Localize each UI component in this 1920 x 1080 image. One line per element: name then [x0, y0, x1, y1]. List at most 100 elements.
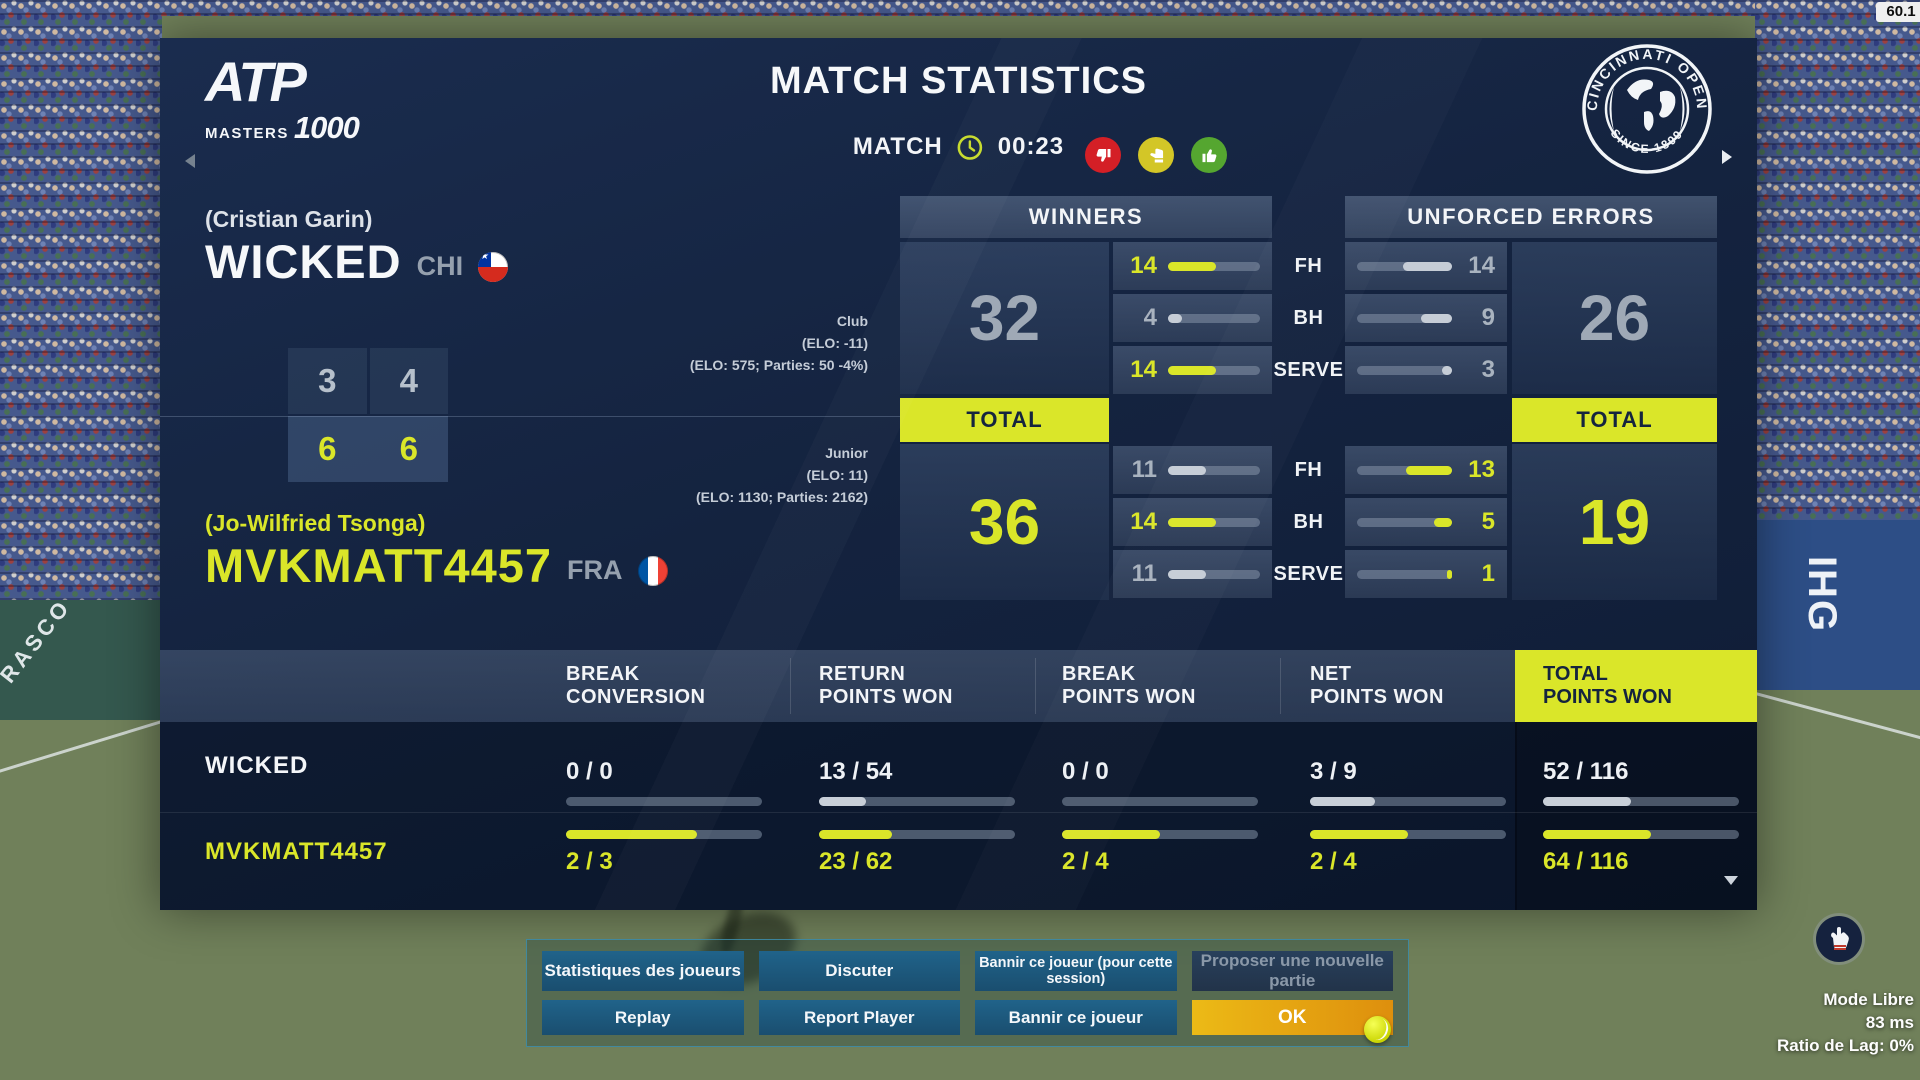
next-page-arrow[interactable]	[1722, 150, 1732, 164]
table-cell: 0 / 0	[1062, 758, 1272, 806]
set-score-grid: 3 4 6 6	[288, 348, 448, 482]
stadium-crowd-top	[0, 0, 1920, 16]
player1-winners-rows: 14 4 14	[1113, 242, 1272, 398]
player1-errors-total: 26	[1512, 242, 1717, 394]
table-value: 2 / 4	[1062, 848, 1109, 875]
player2-real-name: (Jo-Wilfried Tsonga)	[205, 510, 426, 536]
table-bar	[566, 830, 762, 839]
chat-button[interactable]: Discuter	[758, 951, 960, 991]
player1-elo-change: (ELO: -11)	[801, 335, 868, 351]
stat-label-fh: FH	[1294, 254, 1323, 277]
set-score: 6	[318, 430, 337, 467]
table-cell: 3 / 9	[1310, 758, 1520, 806]
thumbs-up-button[interactable]	[1191, 137, 1227, 173]
player2-winners-rows: 11 14 11	[1113, 446, 1272, 602]
unforced-errors-header: UNFORCED ERRORS	[1345, 196, 1717, 238]
stat-row: 14	[1113, 498, 1272, 546]
table-value: 23 / 62	[819, 848, 893, 875]
table-bar	[1543, 830, 1739, 839]
table-cell: 23 / 62	[819, 830, 1029, 876]
total-points-column-highlight	[1515, 722, 1757, 910]
player2-name-row: MVKMATT4457 FRA	[205, 538, 668, 593]
stat-row: 14	[1113, 242, 1272, 290]
glove-icon	[1831, 927, 1849, 950]
player1-errors-rows: 14 9 3	[1345, 242, 1507, 398]
player2-elo-block: Junior (ELO: 11) (ELO: 1130; Parties: 21…	[568, 442, 868, 508]
player1-set-scores: 3 4	[288, 348, 448, 414]
clock-icon	[957, 134, 983, 160]
stat-row: 13	[1345, 446, 1507, 494]
player2-winners-total: 36	[900, 444, 1109, 600]
stat-label-bh: BH	[1293, 510, 1324, 533]
fps-counter: 60.1	[1876, 2, 1920, 22]
player-stats-button[interactable]: Statistiques des joueurs	[542, 951, 744, 991]
column-divider	[1035, 658, 1036, 714]
atp-masters-1000-logo: ATP MASTERS 1000	[205, 54, 360, 145]
atp-logo-1000: 1000	[293, 110, 360, 145]
stat-row: 11	[1113, 446, 1272, 494]
set-score: 4	[369, 348, 448, 414]
ban-player-session-button[interactable]: Bannir ce joueur (pour cette session)	[975, 951, 1177, 991]
table-value: 13 / 54	[819, 758, 893, 785]
players-divider-line	[160, 416, 902, 417]
sponsor-ad-left: RASCO	[0, 600, 76, 688]
stat-row: 14	[1113, 346, 1272, 394]
stat-bar	[1168, 313, 1260, 323]
stat-value: 14	[1130, 356, 1157, 383]
stat-bar	[1357, 569, 1452, 579]
table-value: 2 / 3	[566, 848, 613, 875]
court-wall-left: RASCO	[0, 600, 162, 720]
page-title: MATCH STATISTICS	[770, 60, 1147, 102]
report-player-button[interactable]: Report Player	[758, 1000, 960, 1035]
player2-errors-total: 19	[1512, 444, 1717, 600]
table-cell: 64 / 116	[1543, 830, 1753, 876]
stat-value: 9	[1481, 304, 1495, 331]
ok-button[interactable]: OK	[1191, 1000, 1393, 1035]
thumbs-down-button[interactable]	[1085, 137, 1121, 173]
ban-player-button[interactable]: Bannir ce joueur	[975, 1000, 1177, 1035]
stat-row: 14	[1345, 242, 1507, 290]
winners-header: WINNERS	[900, 196, 1272, 238]
stat-label-serve: SERVE	[1273, 358, 1344, 381]
stat-label-fh: FH	[1294, 458, 1323, 481]
stat-bar	[1168, 569, 1260, 579]
stat-value: 11	[1131, 560, 1157, 587]
table-bar	[1310, 830, 1506, 839]
player2-country: FRA	[567, 555, 623, 585]
match-statistics-panel: ATP MASTERS 1000 MATCH STATISTICS MATCH …	[160, 38, 1757, 910]
table-row: 2 / 3 23 / 62 2 / 4 2 / 4 64 / 116	[160, 812, 1757, 910]
stat-bar	[1357, 261, 1452, 271]
game-mode-label: Mode Libre	[1823, 990, 1914, 1009]
player1-gamertag: WICKED	[205, 235, 402, 288]
cincinnati-logo-top-text: CINCINNATI OPEN	[1584, 46, 1708, 112]
set-score: 3	[288, 348, 367, 414]
stat-bar	[1357, 465, 1452, 475]
tennis-ball-cursor	[1364, 1016, 1391, 1043]
stat-value: 14	[1130, 252, 1157, 279]
chile-flag-icon: ★	[478, 251, 509, 282]
replay-button[interactable]: Replay	[542, 1000, 744, 1035]
stadium-crowd-right	[1755, 0, 1920, 520]
thumbs-up-icon	[1202, 148, 1216, 162]
table-bar	[819, 830, 1015, 839]
atp-logo-masters: MASTERS	[205, 125, 289, 142]
winners-total-band: TOTAL	[900, 398, 1109, 442]
player2-gamertag: MVKMATT4457	[205, 539, 553, 592]
svg-text:CINCINNATI OPEN: CINCINNATI OPEN	[1584, 46, 1711, 112]
stat-row: 9	[1345, 294, 1507, 342]
propose-new-game-button: Proposer une nouvelle partie	[1191, 951, 1393, 991]
table-value: 52 / 116	[1543, 758, 1629, 785]
column-header-break-conversion: BREAK CONVERSION	[566, 663, 706, 708]
match-time: 00:23	[997, 133, 1065, 160]
player2-elo-detail: (ELO: 1130; Parties: 2162)	[696, 489, 868, 505]
stadium-crowd-left	[0, 0, 162, 600]
stat-bar	[1357, 313, 1452, 323]
table-cell: 13 / 54	[819, 758, 1029, 806]
scroll-down-arrow[interactable]	[1724, 876, 1738, 885]
player1-real-name: (Cristian Garin)	[205, 206, 373, 232]
svg-text:SINCE 1899: SINCE 1899	[1608, 126, 1687, 156]
thumbs-neutral-button[interactable]	[1138, 137, 1174, 173]
table-cell: 2 / 4	[1062, 830, 1272, 876]
stat-row: 5	[1345, 498, 1507, 546]
prev-page-arrow[interactable]	[185, 154, 195, 168]
